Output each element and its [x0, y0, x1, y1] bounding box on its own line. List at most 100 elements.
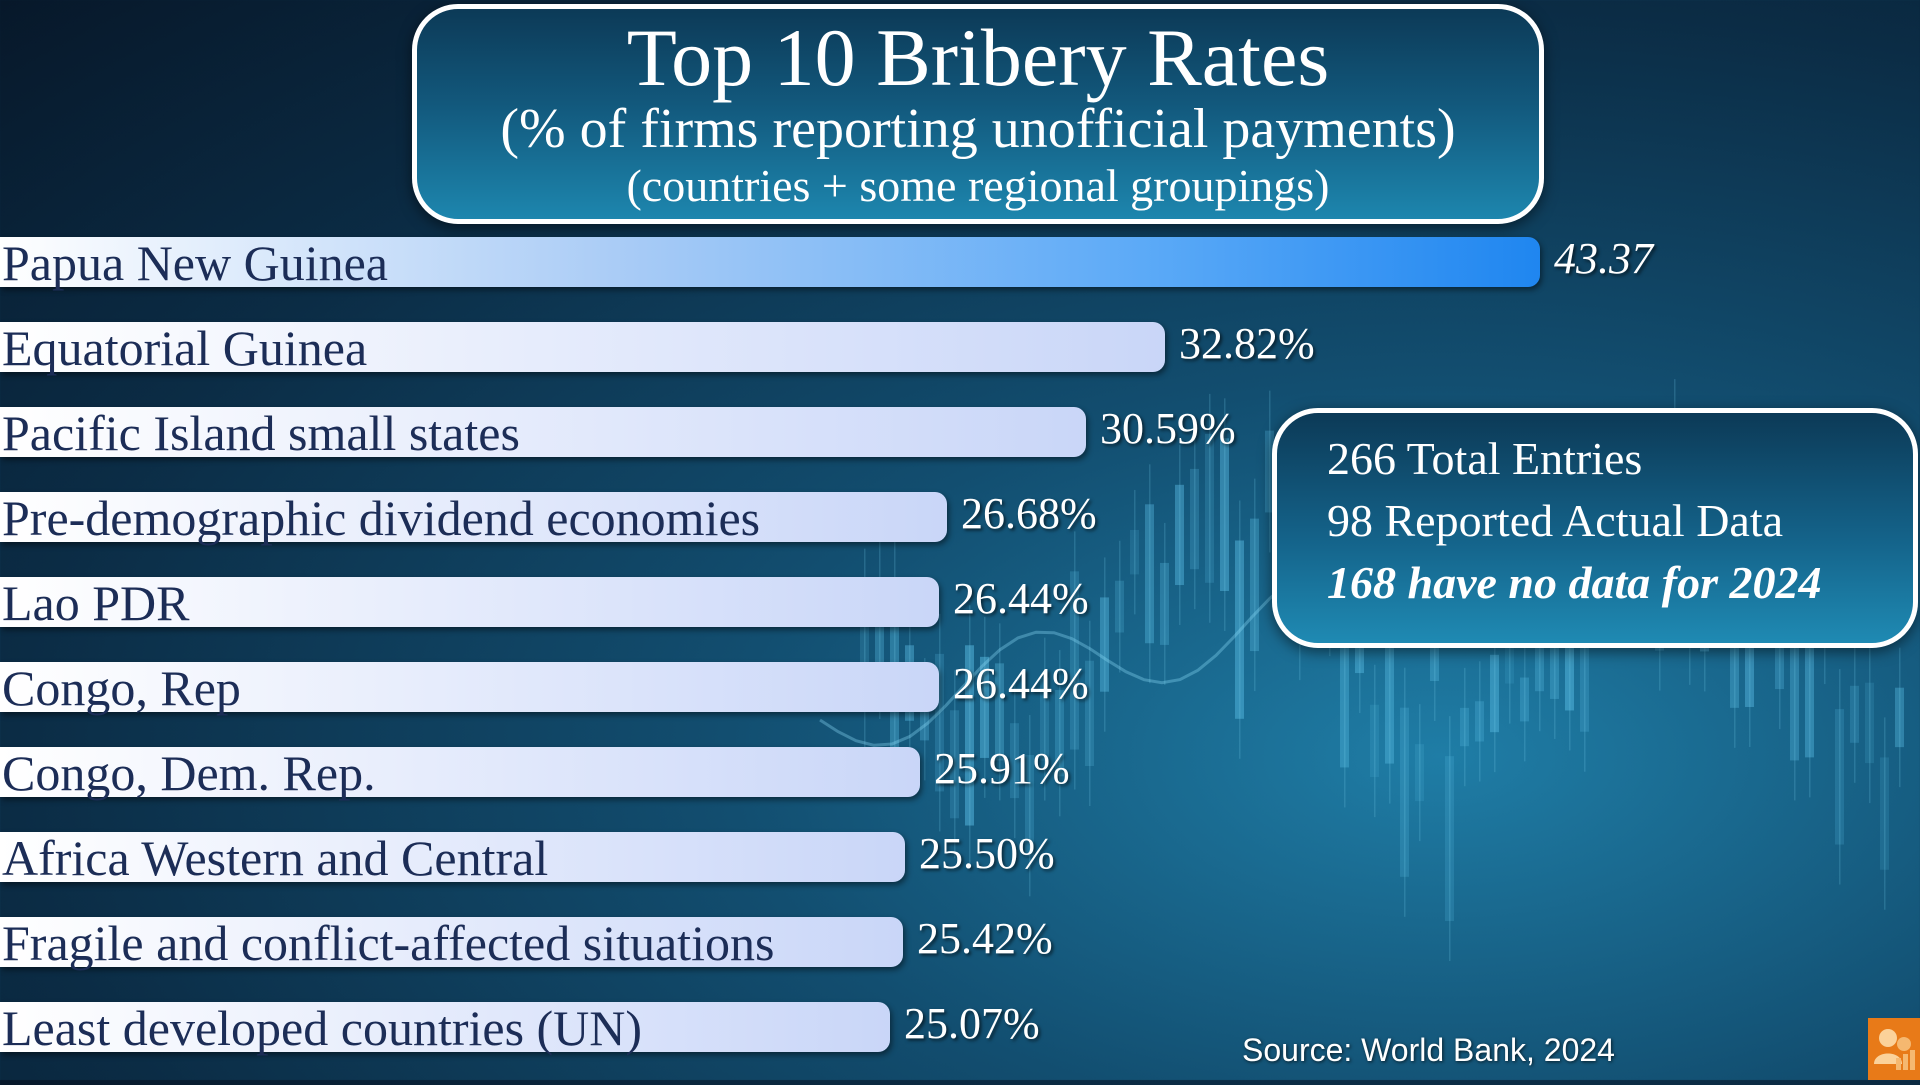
decor-candle-wick: [1119, 540, 1121, 673]
bar-category-label: Fragile and conflict-affected situations: [2, 915, 775, 971]
decor-candle: [995, 663, 1004, 761]
decor-candle-wick: [1044, 637, 1046, 801]
bar-value-label: 26.44%: [953, 574, 1089, 623]
decor-candle: [1790, 605, 1799, 761]
reported-data-stat: 98 Reported Actual Data: [1327, 495, 1784, 546]
decor-candle: [1235, 540, 1244, 719]
decor-candle-wick: [1584, 559, 1586, 772]
bar-category-label: Papua New Guinea: [2, 235, 388, 291]
decor-candle-wick: [1419, 704, 1421, 842]
decor-candle-wick: [1449, 716, 1451, 962]
decor-candle-wick: [1374, 664, 1376, 818]
decor-candle: [1025, 755, 1034, 857]
bar-category-label: Equatorial Guinea: [2, 320, 368, 376]
bar-value-label: 26.68%: [961, 489, 1097, 538]
decor-candle: [1805, 586, 1814, 758]
decor-candle-wick: [1899, 647, 1901, 788]
channel-logo-icon: [1868, 1018, 1920, 1080]
decor-candle: [1400, 707, 1409, 877]
decor-candle-wick: [1104, 557, 1106, 732]
stats-panel: 266 Total Entries 98 Reported Actual Dat…: [1272, 408, 1918, 648]
bar-value-label: 43.37: [1554, 234, 1653, 283]
decor-candle: [920, 698, 929, 741]
decor-candle-wick: [924, 658, 926, 781]
decor-candle: [1265, 430, 1274, 513]
bar-category-label: Congo, Dem. Rep.: [2, 745, 376, 801]
decor-candle-wick: [939, 613, 941, 832]
decor-candle: [1580, 599, 1589, 732]
decor-candle-wick: [1164, 522, 1166, 685]
bar: [0, 492, 947, 542]
decor-candle: [1070, 571, 1079, 750]
decor-candle-wick: [1809, 546, 1811, 798]
bar-category-label: Lao PDR: [2, 575, 190, 631]
bar-category-label: Least developed countries (UN): [2, 1000, 643, 1056]
decor-candle-wick: [984, 616, 986, 798]
chart-title: Top 10 Bribery Rates: [626, 12, 1330, 103]
decor-candle-wick: [1464, 667, 1466, 787]
decor-candle: [875, 577, 884, 679]
decor-candle-wick: [1389, 580, 1391, 804]
decor-candle-wick: [1014, 683, 1016, 839]
decor-candle: [1520, 677, 1529, 722]
decor-candle: [1850, 685, 1859, 743]
decor-candle: [1505, 627, 1514, 684]
decor-candle: [1475, 701, 1484, 742]
decor-candle-wick: [1479, 661, 1481, 782]
decor-candle: [1880, 757, 1889, 870]
decor-candle: [1445, 756, 1454, 922]
decor-candle-wick: [1884, 717, 1886, 910]
decor-candle: [1175, 484, 1184, 586]
decor-candle-wick: [969, 605, 971, 866]
bar: [0, 747, 920, 797]
decor-candle-wick: [1224, 398, 1226, 631]
decor-candle-wick: [1269, 390, 1271, 553]
decor-candle: [1565, 626, 1574, 711]
decor-candle-wick: [1569, 586, 1571, 751]
decor-candle-wick: [1494, 614, 1496, 773]
decor-candle: [1385, 620, 1394, 764]
decor-candle-wick: [954, 670, 956, 859]
decor-candle-wick: [1149, 464, 1151, 684]
decor-candle: [1115, 580, 1124, 633]
decor-candle-wick: [1209, 393, 1211, 623]
decor-candle: [1040, 677, 1049, 761]
decor-candle: [1010, 723, 1019, 799]
bar: [0, 662, 939, 712]
source-note: Source: World Bank, 2024: [1242, 1032, 1615, 1068]
decor-candle-wick: [1854, 645, 1856, 783]
decor-candle: [1250, 518, 1259, 652]
decor-candle: [1205, 433, 1214, 583]
bar: [0, 407, 1086, 457]
bar-value-label: 25.42%: [917, 914, 1053, 963]
decor-candle: [935, 653, 944, 792]
decor-candle-wick: [1239, 500, 1241, 759]
total-entries-stat: 266 Total Entries: [1327, 433, 1643, 484]
bar-value-label: 26.44%: [953, 659, 1089, 708]
bar: [0, 917, 903, 967]
decor-candle-wick: [1179, 444, 1181, 626]
decor-candle: [1190, 468, 1199, 570]
decor-candle: [1100, 597, 1109, 692]
bar-value-label: 30.59%: [1100, 404, 1236, 453]
decor-candle-wick: [1434, 607, 1436, 721]
decor-candle-wick: [1254, 478, 1256, 692]
decor-candle-wick: [1869, 642, 1871, 804]
decor-candle-wick: [879, 537, 881, 719]
bar: [0, 322, 1165, 372]
decor-candle: [1340, 597, 1349, 768]
bar: [0, 577, 939, 627]
decor-candle: [1460, 707, 1469, 747]
decor-candle-wick: [1074, 531, 1076, 790]
decor-candle: [950, 710, 959, 819]
decor-candle-wick: [1794, 565, 1796, 801]
decor-candle-wick: [1404, 667, 1406, 917]
decor-candle-wick: [1059, 650, 1061, 817]
bar-category-label: Congo, Rep: [2, 660, 241, 716]
bar-value-label: 25.50%: [919, 829, 1055, 878]
missing-data-stat: 168 have no data for 2024: [1327, 557, 1822, 608]
decor-candle: [1055, 690, 1064, 777]
decor-candle-wick: [864, 548, 866, 749]
decor-candle-wick: [999, 623, 1001, 801]
